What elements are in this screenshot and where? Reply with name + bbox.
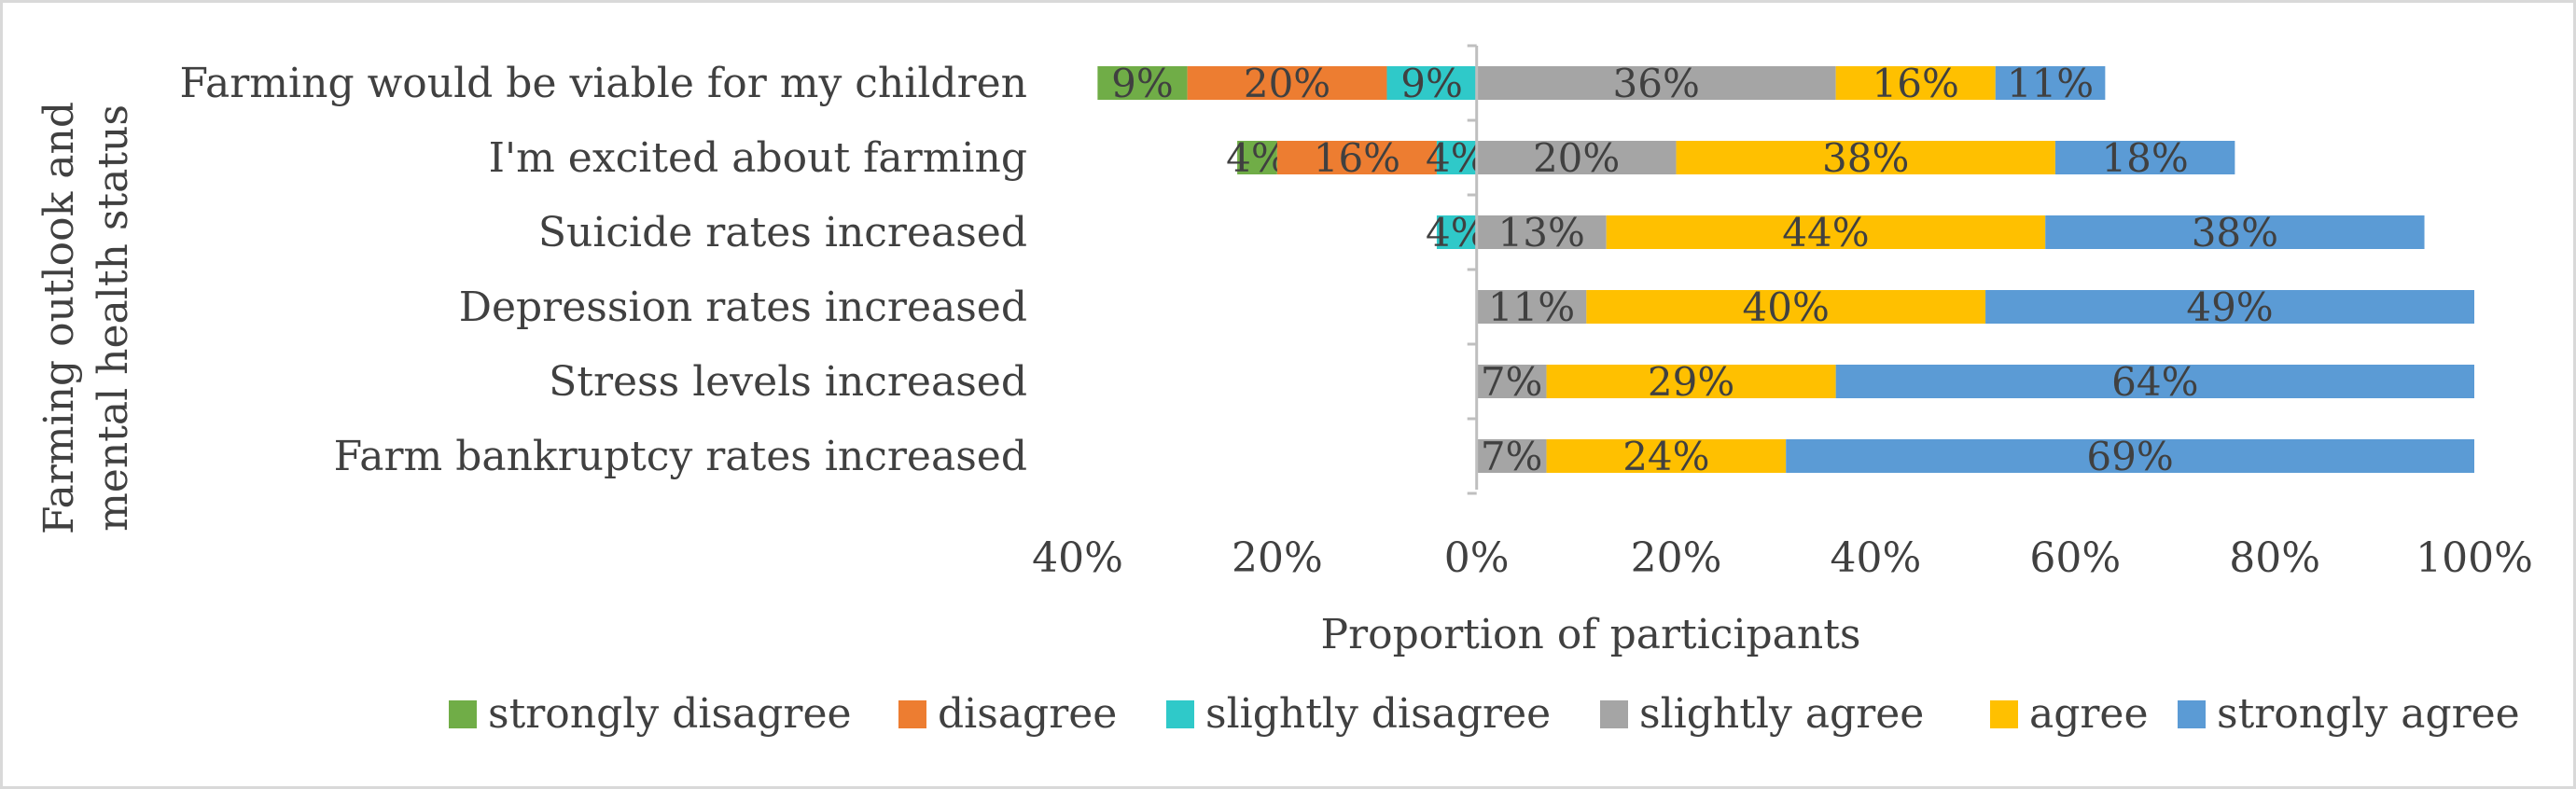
data-label: 36% [1613,61,1700,106]
data-label: 16% [1873,61,1959,106]
category-label: I'm excited about farming [489,134,1027,182]
data-label: 7% [1481,434,1543,479]
legend-swatch [1990,700,2018,728]
bar-segment [1187,66,1387,100]
data-label: 18% [2101,135,2188,181]
bar-segment [1606,215,2046,249]
legend-swatch [1600,700,1628,728]
data-label: 16% [1314,135,1400,181]
data-label: 11% [2007,61,2094,106]
x-axis-title: Proportion of participants [1320,611,1860,658]
x-tick-label: 100% [2416,534,2533,582]
category-label: Farm bankruptcy rates increased [334,433,1027,480]
category-label: Stress levels increased [549,358,1027,406]
legend-swatch [898,700,926,728]
bar-segment [1546,439,1787,473]
x-tick-label: 40% [1831,534,1922,582]
bar-segment [1476,215,1607,249]
category-label: Suicide rates increased [538,209,1027,256]
legend-swatch [2178,700,2206,728]
legend-label: disagree [938,690,1117,738]
x-tick-label: 0% [1444,534,1510,582]
legend-swatch [1166,700,1194,728]
legend-label: strongly agree [2217,690,2520,738]
bar-segment [1436,215,1477,249]
bar-segment [1786,439,2474,473]
category-label: Depression rates increased [459,284,1027,331]
diverging-bar-chart: Farming would be viable for my children 9… [35,44,2533,738]
data-label: 9% [1400,61,1463,106]
bar-segment [2045,215,2425,249]
x-tick-label: 20% [1232,534,1323,582]
bar-segment [1835,365,2474,398]
legend-label: slightly disagree [1205,690,1551,738]
data-label: 49% [2186,284,2273,330]
data-label: 7% [1481,359,1543,405]
data-label: 20% [1533,135,1620,181]
bar-segment [1386,66,1477,100]
bar-segment [1676,141,2055,174]
y-axis-title-line: Farming outlook and [35,102,83,534]
bar-segment [1276,141,1437,174]
data-label: 40% [1743,284,1830,330]
bar-segment [1476,141,1677,174]
bar-segment [1476,439,1547,473]
legend-label: slightly agree [1639,690,1924,738]
data-label: 38% [2192,210,2278,256]
data-label: 24% [1622,434,1709,479]
data-label: 9% [1111,61,1174,106]
data-label: 38% [1822,135,1909,181]
bar-segment [2054,141,2235,174]
bar-segment [1476,290,1587,324]
data-label: 64% [2111,359,2198,405]
bar-segment [1436,141,1477,174]
bar-segment [1476,66,1836,100]
data-label: 69% [2086,434,2173,479]
data-label: 44% [1782,210,1869,256]
legend-label: strongly disagree [488,690,852,738]
x-tick-label: 60% [2029,534,2121,582]
bar-segment [1995,66,2106,100]
bar-segment [1835,66,1996,100]
bar-segment [1985,290,2474,324]
category-label: Farming would be viable for my children [180,60,1028,107]
data-label: 29% [1648,359,1734,405]
bar-segment [1586,290,1986,324]
bar-segment [1097,66,1188,100]
bar-segment [1237,141,1277,174]
legend-swatch [449,700,477,728]
data-label: 20% [1244,61,1330,106]
data-label: 11% [1488,284,1575,330]
bar-segment [1476,365,1547,398]
data-label: 13% [1498,210,1585,256]
legend-label: agree [2029,690,2149,738]
y-axis-title-line: mental health status [90,104,137,532]
bar-segment [1546,365,1836,398]
x-tick-label: 80% [2229,534,2320,582]
x-tick-label: 20% [1631,534,1722,582]
x-tick-label: 40% [1032,534,1123,582]
y-axis-title: Farming outlook and mental health status [35,102,137,534]
